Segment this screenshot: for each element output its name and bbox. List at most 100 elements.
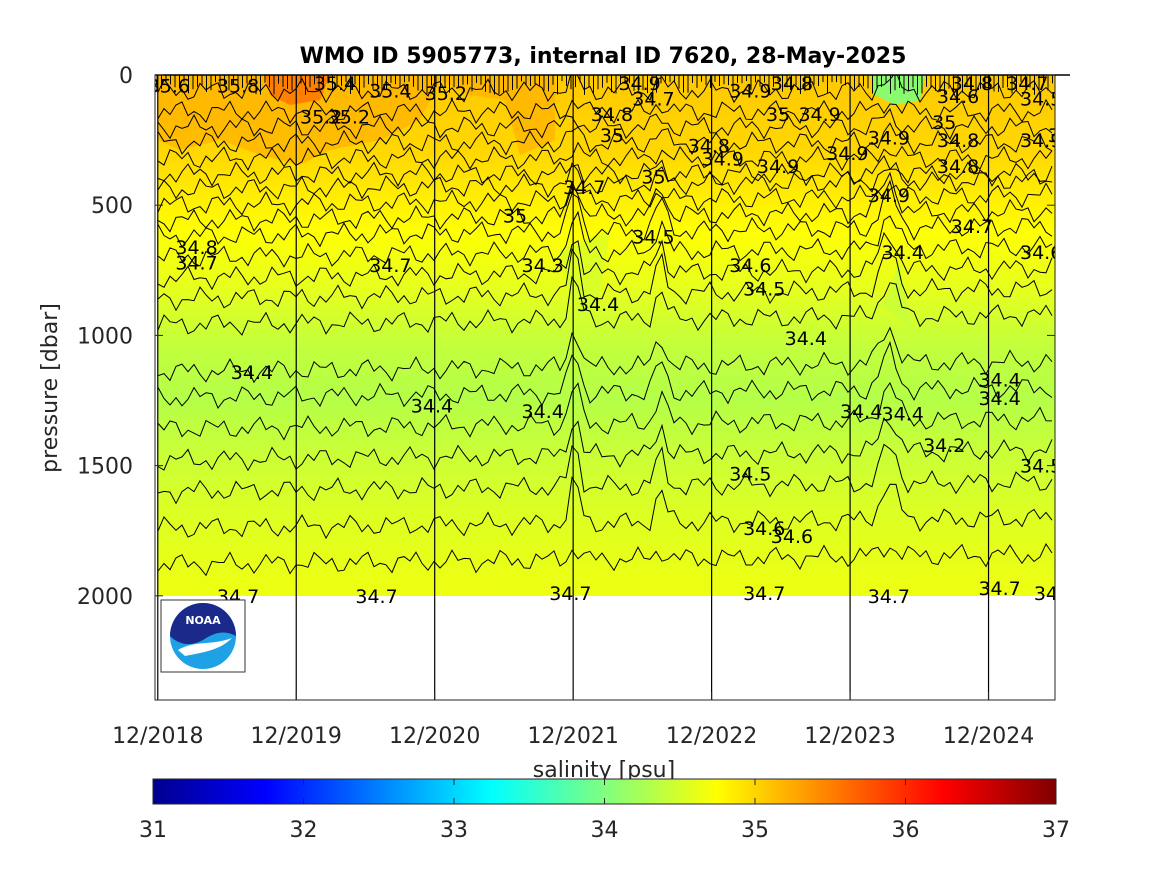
y-tick-label: 0 [119, 64, 133, 89]
contour-line [157, 155, 1053, 187]
contour-label: 34.6 [743, 518, 785, 540]
contour-label: 34.7 [951, 216, 993, 238]
y-tick-label: 2000 [77, 585, 133, 610]
contour-label: 34.4 [411, 396, 453, 418]
contour-label: 34.4 [978, 388, 1020, 410]
contour-label: 34.6 [771, 526, 813, 548]
contour-line [157, 248, 1053, 312]
colorbar-tick-label: 35 [741, 818, 769, 843]
contour-label: 35.2 [425, 83, 467, 105]
x-tick-label: 12/2018 [112, 724, 203, 749]
contour-label: 34.8 [937, 156, 979, 178]
contour-label: 34.7 [355, 586, 397, 608]
chart-title: WMO ID 5905773, internal ID 7620, 28-May… [300, 44, 907, 69]
contour-label: 34.7 [175, 253, 217, 275]
noaa-logo: NOAA [160, 599, 246, 673]
contour-label: 35 [503, 206, 527, 228]
y-tick-label: 1000 [77, 324, 133, 349]
fresh-surface-patch [870, 75, 925, 105]
contour-label: 34.7 [743, 583, 785, 605]
contour-line [157, 417, 1053, 472]
contour-label: 34.7 [868, 586, 910, 608]
y-tick-label: 500 [91, 194, 133, 219]
contour-label: 34.4 [840, 401, 882, 423]
contour-label: 34.5 [1020, 88, 1062, 110]
logo-text: NOAA [185, 614, 221, 627]
contour-label: 34.6 [937, 86, 979, 108]
contour-label: 34.7 [1034, 583, 1076, 605]
contour-label: 34.4 [882, 404, 924, 426]
contour-label: 34.8 [591, 104, 633, 126]
contour-label: 34.4 [577, 294, 619, 316]
contour-label: 35.2 [328, 107, 370, 129]
contour-label: 34.3 [522, 255, 564, 277]
x-tick-label: 12/2020 [389, 724, 480, 749]
contour-label: 34.9 [729, 81, 771, 103]
y-axis-label: pressure [dbar] [38, 303, 63, 473]
contour-label: 35 [641, 167, 665, 189]
contour-line [157, 326, 1053, 384]
plot-area: 35.6 35.8 35.4 35.4 35.235.234.934.734.83534… [154, 73, 1076, 701]
contour-label: 34.5 [1020, 456, 1062, 478]
contour-label: 35.8 [217, 75, 259, 97]
y-tick-label: 1500 [77, 455, 133, 480]
contour-line [157, 542, 1053, 577]
contour-label: 34.8 [688, 135, 730, 157]
contour-line [157, 443, 1053, 505]
logo-upper-half [170, 603, 236, 645]
contour-label: 34.7 [1006, 73, 1048, 95]
contour-lines [157, 75, 1053, 577]
contour-label: 34.4 [978, 370, 1020, 392]
colorbar-tick-label: 34 [591, 818, 619, 843]
contour-label: 34.5 [729, 463, 771, 485]
x-tick-label: 12/2019 [251, 724, 342, 749]
contour-label: 35 [932, 112, 956, 134]
colorbar: salinity [psu] 31 32 33 34 35 36 37 [139, 758, 1070, 843]
contour-label: 34.6 [1020, 242, 1062, 264]
x-tick-label: 12/2023 [804, 724, 895, 749]
high-salinity-patch [158, 75, 555, 165]
contour-label: 34.9 [826, 143, 868, 165]
contour-line [157, 179, 1053, 248]
contour-label: 34.6 [729, 255, 771, 277]
contour-label: 34.7 [369, 255, 411, 277]
contour-line [157, 231, 1053, 291]
contour-label: 34.9 [1020, 130, 1062, 152]
contour-line [157, 161, 1053, 200]
salinity-field [158, 75, 1055, 596]
contour-line [157, 171, 1053, 233]
colorbar-tick-label: 36 [892, 818, 920, 843]
contour-label: 34.2 [923, 435, 965, 457]
contour-label: 34.9 [618, 73, 660, 95]
x-axis: 12/2018 12/2019 12/2020 12/2021 12/2022 12/20… [112, 692, 1034, 749]
contour-label: 35.4 [314, 73, 356, 95]
contour-labels: 35.6 35.8 35.4 35.4 35.235.234.934.734.83534… [155, 73, 1076, 608]
colorbar-tick-label: 37 [1042, 818, 1070, 843]
contour-label: 35.4 [369, 81, 411, 103]
contour-line [157, 475, 1053, 540]
y-axis: 0 500 1000 1500 2000 [77, 64, 1055, 610]
colorbar-tick-label: 31 [139, 818, 167, 843]
x-tick-label: 12/2022 [666, 724, 757, 749]
contour-label: 34.4 [231, 362, 273, 384]
contour-label: 34.7 [549, 583, 591, 605]
contour-label: 34.8 [937, 130, 979, 152]
contour-label: 34.9 [868, 185, 910, 207]
contour-label: 34.7 [563, 177, 605, 199]
contour-label: 34.9 [702, 148, 744, 170]
contour-label: 34.9 [798, 104, 840, 126]
intrusion-patch [875, 260, 915, 330]
contour-label: 34.5 [632, 226, 674, 248]
contour-label: 34.8 [951, 73, 993, 95]
x-tick-label: 12/2021 [527, 724, 618, 749]
max-salinity-patch [265, 75, 330, 105]
contour-label: 34.9 [868, 128, 910, 150]
contour-label: 34.9 [757, 156, 799, 178]
contour-label: 35.2 [300, 107, 342, 129]
contour-label: 34.8 [175, 237, 217, 259]
contour-line [157, 210, 1053, 268]
logo-gull [178, 638, 232, 656]
contour-line [157, 182, 1053, 217]
contour-label: 34.4 [882, 242, 924, 264]
